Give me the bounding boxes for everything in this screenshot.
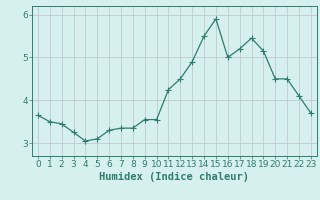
X-axis label: Humidex (Indice chaleur): Humidex (Indice chaleur) bbox=[100, 172, 249, 182]
